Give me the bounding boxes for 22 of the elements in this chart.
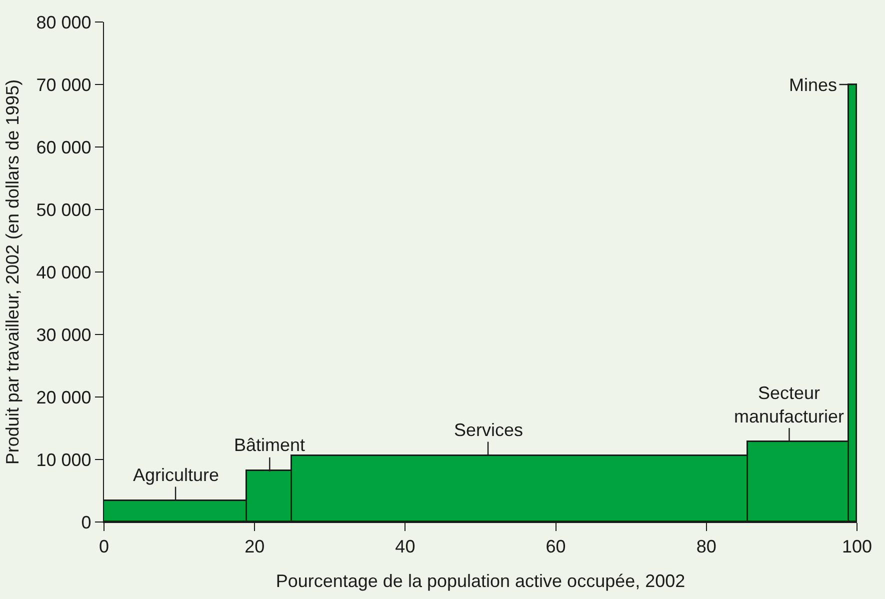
y-tick-label: 30 000 (36, 324, 92, 345)
y-tick-label: 20 000 (36, 387, 92, 408)
annotation: Services (454, 420, 524, 440)
annotation: Secteur manufacturier (734, 383, 844, 426)
y-tick-label: 70 000 (36, 74, 92, 95)
annotation: Mines (789, 75, 838, 95)
y-tick-label: 60 000 (36, 137, 92, 158)
annotation: Agriculture (133, 465, 220, 485)
x-tick-label: 60 (546, 536, 566, 557)
x-axis-title: Pourcentage de la population active occupée, 2002 (276, 570, 686, 591)
y-tick-label: 50 000 (36, 200, 92, 220)
y-tick-label: 40 000 (36, 262, 92, 282)
y-tick-label: 0 (81, 512, 92, 532)
y-tick-label: 80 000 (36, 12, 92, 32)
x-tick-label: 0 (98, 536, 110, 557)
x-tick-label: 40 (395, 536, 416, 557)
y-tick-label: 10 000 (36, 450, 92, 470)
x-tick-label: 100 (842, 536, 872, 557)
y-axis-title: Produit par travailleur, 2002 (en dollars de 1995) (2, 79, 22, 465)
x-tick-label: 80 (696, 536, 716, 557)
annotation: Bâtiment (234, 435, 306, 455)
x-tick-label: 20 (244, 536, 265, 557)
